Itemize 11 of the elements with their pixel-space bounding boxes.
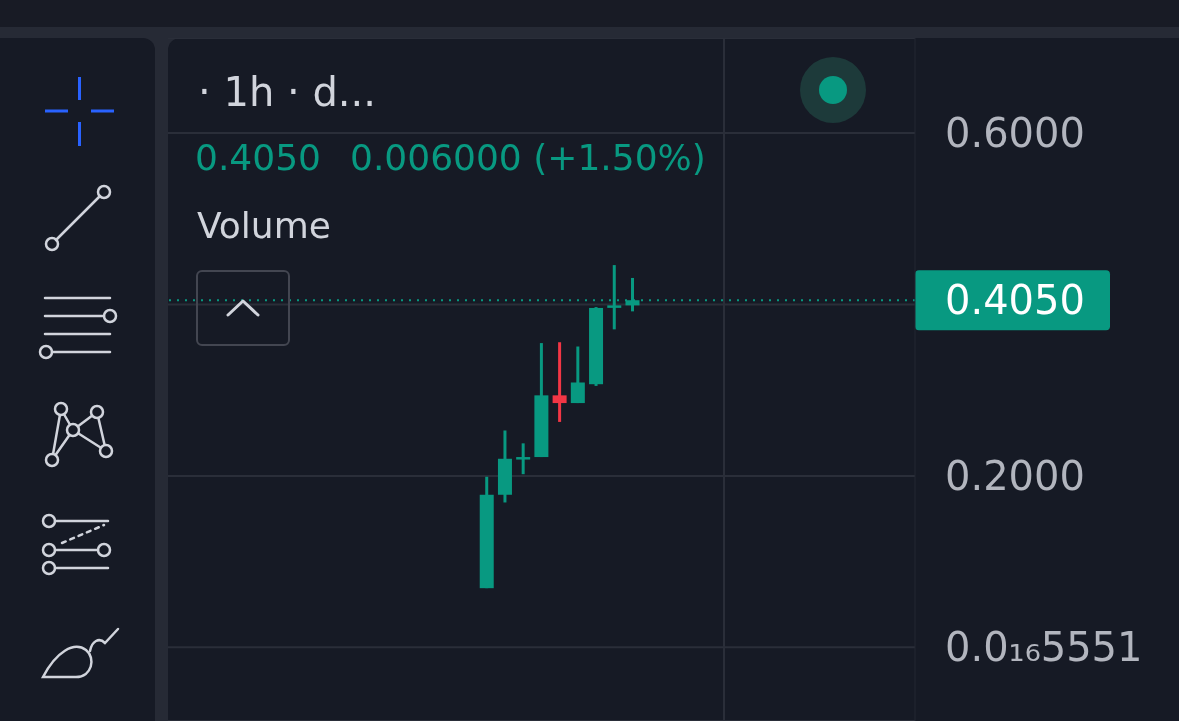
candlestick: [516, 443, 531, 476]
annotation: 0.006000 (+1.50%): [350, 137, 706, 179]
y-tick-label: 0.2000: [945, 452, 1085, 499]
candlestick: [552, 342, 567, 422]
annotation: 0.4050: [195, 137, 321, 179]
candlestick: [570, 346, 585, 405]
annotation: Volume: [197, 205, 331, 247]
y-tick-label: 0.0₁₆5551: [945, 624, 1143, 671]
text: · 1h · d...: [198, 68, 376, 116]
y-tick-label: 0.6000: [945, 110, 1085, 157]
ref-line-label: 0.4050: [945, 277, 1085, 324]
